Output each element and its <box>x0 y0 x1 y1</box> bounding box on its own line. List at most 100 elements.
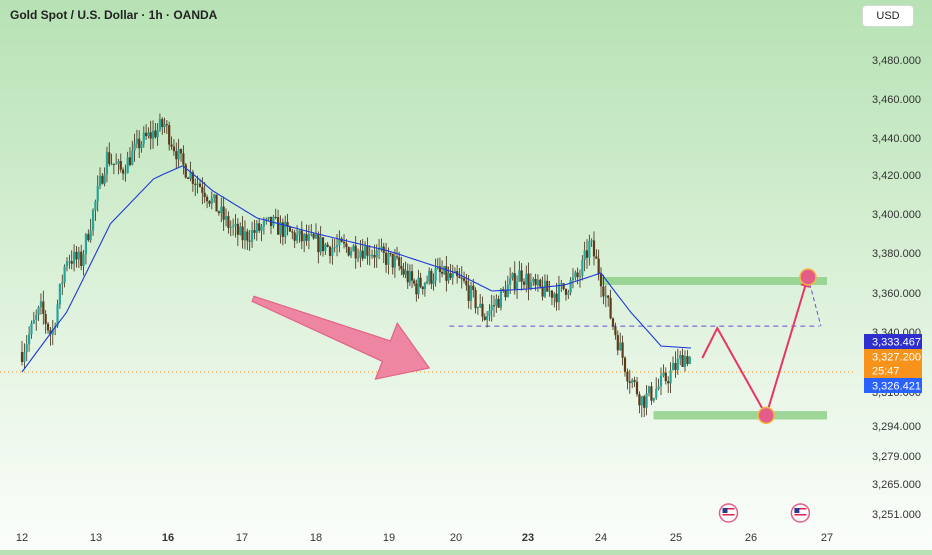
candle-bear <box>347 247 350 256</box>
candle-bear <box>172 146 176 152</box>
candle-bull <box>142 132 145 144</box>
candle-bear <box>472 285 475 291</box>
candle-bear <box>576 272 579 278</box>
candle-bull <box>196 183 199 185</box>
candle-bull <box>548 290 551 292</box>
us-flag-event-icon[interactable] <box>790 503 811 523</box>
candle-bull <box>518 270 521 282</box>
candle-bull <box>298 230 301 235</box>
candle-bear <box>217 211 221 214</box>
candle-bull <box>25 344 28 353</box>
candle-bear <box>203 192 206 198</box>
candle-bear <box>291 231 294 233</box>
candle-bear <box>128 157 132 165</box>
candle-bear <box>410 271 414 281</box>
candle-bull <box>232 225 235 228</box>
candle-bear <box>300 230 303 242</box>
y-axis-tick-label: 3,360.000 <box>872 288 921 300</box>
candle-bull <box>56 304 59 326</box>
candle-bear <box>179 148 183 154</box>
currency-button[interactable]: USD <box>862 5 914 27</box>
candle-bear <box>599 273 603 287</box>
candle-bull <box>338 238 341 246</box>
candle-bull <box>37 307 40 315</box>
candle-bull <box>387 252 390 265</box>
candle-bear <box>20 352 24 362</box>
candle-bull <box>295 234 299 241</box>
candle-bear <box>274 216 277 218</box>
candle-bull <box>408 271 412 283</box>
candle-bear <box>406 270 409 283</box>
candle-bull <box>509 278 512 285</box>
price-label-bg <box>864 349 922 364</box>
candle-bear <box>149 132 152 139</box>
candle-bull <box>126 157 129 174</box>
candle-bear <box>342 241 346 244</box>
candle-bull <box>260 226 263 231</box>
candle-bull <box>82 254 85 266</box>
candle-bear <box>75 251 78 260</box>
candle-bull <box>352 245 355 252</box>
y-axis-tick-label: 3,380.000 <box>872 248 921 260</box>
projection-path <box>701 276 809 418</box>
candle-bull <box>393 256 396 268</box>
flag-stripe <box>722 514 735 516</box>
candle-bear <box>546 280 549 292</box>
candle-bull <box>659 375 663 387</box>
x-axis-tick-label: 25 <box>670 532 682 544</box>
candle-bull <box>96 185 99 202</box>
candle-bull <box>640 396 643 406</box>
candle-bull <box>239 226 242 235</box>
candle-bear <box>46 323 50 331</box>
candle-bear <box>80 251 83 266</box>
candle-bull <box>604 295 607 297</box>
candle-bear <box>198 183 202 187</box>
candle-bear <box>165 124 168 126</box>
candle-bull <box>28 334 31 345</box>
candle-bull <box>404 270 407 275</box>
candle-bear <box>421 286 424 290</box>
candle-bull <box>515 281 519 289</box>
candle-bear <box>650 386 653 401</box>
event-icon-ring <box>718 503 739 523</box>
candle-bull <box>63 266 66 283</box>
candle-bear <box>400 265 403 269</box>
candle-bear <box>277 217 280 235</box>
candle-bear <box>293 232 296 241</box>
candle-bull <box>495 298 498 306</box>
candle-bear <box>522 281 526 285</box>
candle-bear <box>258 223 261 231</box>
candle-bull <box>647 386 651 394</box>
candle-bull <box>569 280 572 293</box>
candle-bear <box>628 381 631 384</box>
candle-bear <box>395 256 399 258</box>
us-flag-event-icon[interactable] <box>718 503 739 523</box>
candle-bull <box>35 314 38 320</box>
x-axis-tick-label: 18 <box>310 532 322 544</box>
y-axis-tick-label: 3,251.000 <box>872 509 921 521</box>
candle-bull <box>84 234 88 255</box>
candle-bull <box>310 234 313 236</box>
candle-bear <box>205 197 209 202</box>
candle-bear <box>112 163 115 165</box>
candle-bull <box>631 380 634 384</box>
candle-bull <box>77 251 80 260</box>
flag-stripe <box>722 511 735 513</box>
bearish-arrow <box>251 295 431 380</box>
candle-bear <box>467 285 470 301</box>
candle-bear <box>623 357 627 372</box>
candle-bull <box>356 257 360 259</box>
candle-bear <box>288 226 292 232</box>
candle-bull <box>314 234 318 239</box>
flag-stripe <box>794 508 807 510</box>
candle-bear <box>138 138 141 149</box>
candle-bear <box>564 288 568 295</box>
candle-bull <box>428 270 431 282</box>
candle-bear <box>438 266 442 273</box>
candle-bear <box>391 253 394 268</box>
candle-bear <box>201 186 204 193</box>
candle-bear <box>462 278 466 281</box>
candle-bear <box>241 226 244 241</box>
